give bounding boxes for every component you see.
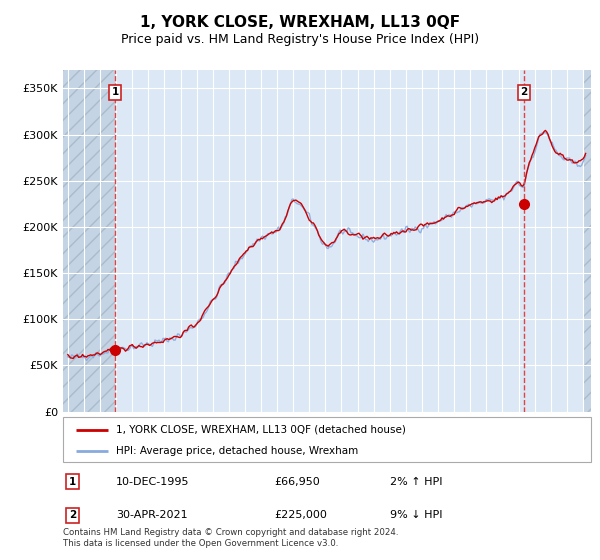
- Text: £66,950: £66,950: [274, 477, 320, 487]
- Bar: [583, 70, 591, 412]
- Text: 2: 2: [520, 87, 527, 97]
- Text: 1, YORK CLOSE, WREXHAM, LL13 0QF: 1, YORK CLOSE, WREXHAM, LL13 0QF: [140, 15, 460, 30]
- Text: 10-DEC-1995: 10-DEC-1995: [116, 477, 190, 487]
- Text: HPI: Average price, detached house, Wrexham: HPI: Average price, detached house, Wrex…: [116, 446, 358, 456]
- Text: £225,000: £225,000: [274, 510, 327, 520]
- Text: 2% ↑ HPI: 2% ↑ HPI: [391, 477, 443, 487]
- Text: Contains HM Land Registry data © Crown copyright and database right 2024.
This d: Contains HM Land Registry data © Crown c…: [63, 528, 398, 548]
- Text: 9% ↓ HPI: 9% ↓ HPI: [391, 510, 443, 520]
- Text: 30-APR-2021: 30-APR-2021: [116, 510, 187, 520]
- Text: 2: 2: [69, 510, 76, 520]
- Text: 1: 1: [69, 477, 76, 487]
- Text: 1, YORK CLOSE, WREXHAM, LL13 0QF (detached house): 1, YORK CLOSE, WREXHAM, LL13 0QF (detach…: [116, 424, 406, 435]
- Text: 1: 1: [112, 87, 119, 97]
- Bar: [63, 70, 115, 412]
- Text: Price paid vs. HM Land Registry's House Price Index (HPI): Price paid vs. HM Land Registry's House …: [121, 32, 479, 46]
